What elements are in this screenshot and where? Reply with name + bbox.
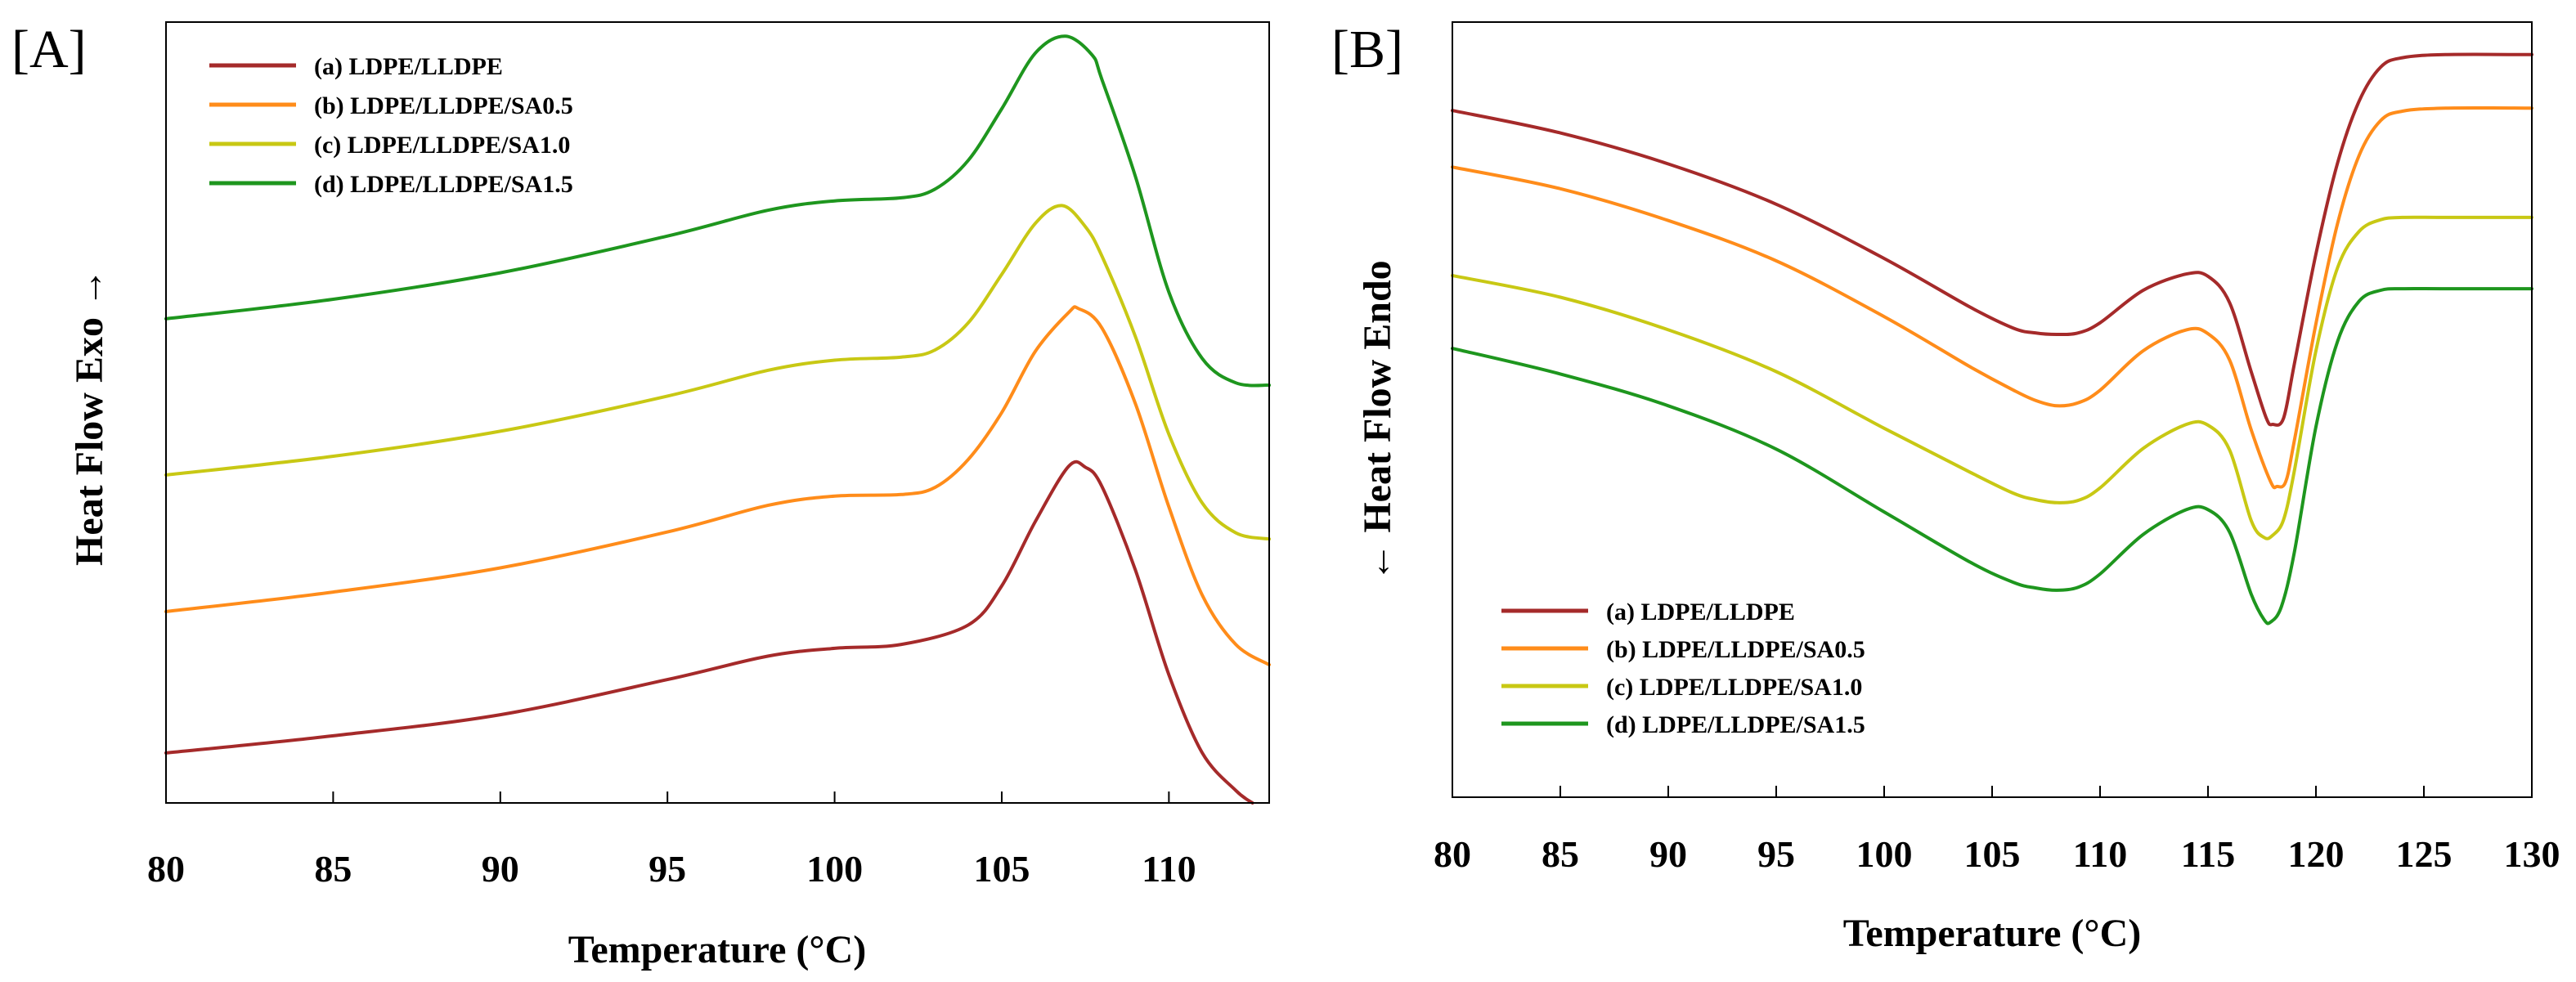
panel-a-plot-frame (165, 21, 1270, 804)
x-tick-label: 105 (1964, 833, 2021, 875)
legend-entry-2: (b) LDPE/LLDPE/SA0.5 (314, 92, 573, 119)
x-tick-label: 115 (2181, 833, 2235, 875)
panel-b-legend: (a) LDPE/LLDPE (b) LDPE/LLDPE/SA0.5 (c) LD… (1501, 599, 1865, 738)
legend-entry-1: (a) LDPE/LLDPE (1606, 599, 1795, 626)
x-tick-label: 80 (147, 848, 185, 890)
legend-entry-4: (d) LDPE/LLDPE/SA1.5 (314, 171, 573, 198)
x-tick-label: 95 (1757, 833, 1795, 875)
panel-a-plot-area (164, 34, 1271, 805)
panel-a-label: [A] (11, 20, 87, 79)
x-tick-label: 110 (2073, 833, 2127, 875)
panel-a-y-arrow-icon: → (68, 268, 111, 307)
x-tick-label: 110 (1142, 848, 1196, 890)
x-tick-label: 125 (2396, 833, 2453, 875)
panel-b-y-axis-title-text: Heat Flow Endo (1356, 260, 1399, 542)
panel-b-series-line-1 (1451, 52, 2533, 427)
panel-a-series-line-2 (164, 305, 1271, 666)
legend-entry-3: (c) LDPE/LLDPE/SA1.0 (314, 132, 570, 159)
x-tick-label: 85 (314, 848, 352, 890)
panel-b-chart: [B] ← Heat Flow Endo 80 85 90 95 100 105 110 11… (1331, 20, 2560, 955)
panel-b-series-line-2 (1451, 105, 2533, 490)
x-tick-label: 95 (648, 848, 686, 890)
panel-b-x-axis-title: Temperature (°C) (1843, 912, 2141, 955)
x-tick-label: 130 (2504, 833, 2560, 875)
panel-a-series-line-3 (164, 204, 1271, 541)
x-tick-label: 120 (2288, 833, 2345, 875)
panel-a-y-axis-title: Heat Flow Exo → (68, 268, 111, 566)
legend-entry-4: (d) LDPE/LLDPE/SA1.5 (1606, 711, 1865, 738)
legend-entry-1: (a) LDPE/LLDPE (314, 53, 503, 80)
panel-b-y-arrow-icon: ← (1356, 543, 1399, 582)
panel-a-series-line-1 (164, 460, 1254, 805)
x-tick-label: 105 (973, 848, 1030, 890)
x-tick-label: 100 (1856, 833, 1913, 875)
panel-a-chart: [A] Heat Flow Exo → 80 85 90 95 100 105 110 Te… (11, 20, 1271, 971)
x-tick-label: 90 (482, 848, 519, 890)
panel-b-label: [B] (1331, 20, 1403, 79)
panel-a-legend: (a) LDPE/LLDPE (b) LDPE/LLDPE/SA0.5 (c) LD… (209, 53, 573, 198)
x-tick-label: 90 (1649, 833, 1687, 875)
panel-a-series-line-4 (164, 34, 1271, 388)
panel-a-x-axis-title: Temperature (°C) (568, 928, 866, 971)
panel-b-plot-area (1451, 52, 2533, 626)
panel-b-y-axis-title: ← Heat Flow Endo (1356, 260, 1399, 581)
panel-b-x-axis: 80 85 90 95 100 105 110 115 120 125 130 (1434, 786, 2560, 875)
x-tick-label: 80 (1434, 833, 1471, 875)
panel-b-series-line-4 (1451, 286, 2533, 626)
legend-entry-2: (b) LDPE/LLDPE/SA0.5 (1606, 636, 1865, 663)
panel-b-series-line-3 (1451, 215, 2533, 540)
panel-a-y-axis-title-text: Heat Flow Exo (68, 307, 111, 566)
legend-entry-3: (c) LDPE/LLDPE/SA1.0 (1606, 674, 1862, 701)
x-tick-label: 85 (1542, 833, 1579, 875)
panel-a-x-axis: 80 85 90 95 100 105 110 (147, 791, 1196, 890)
x-tick-label: 100 (806, 848, 863, 890)
